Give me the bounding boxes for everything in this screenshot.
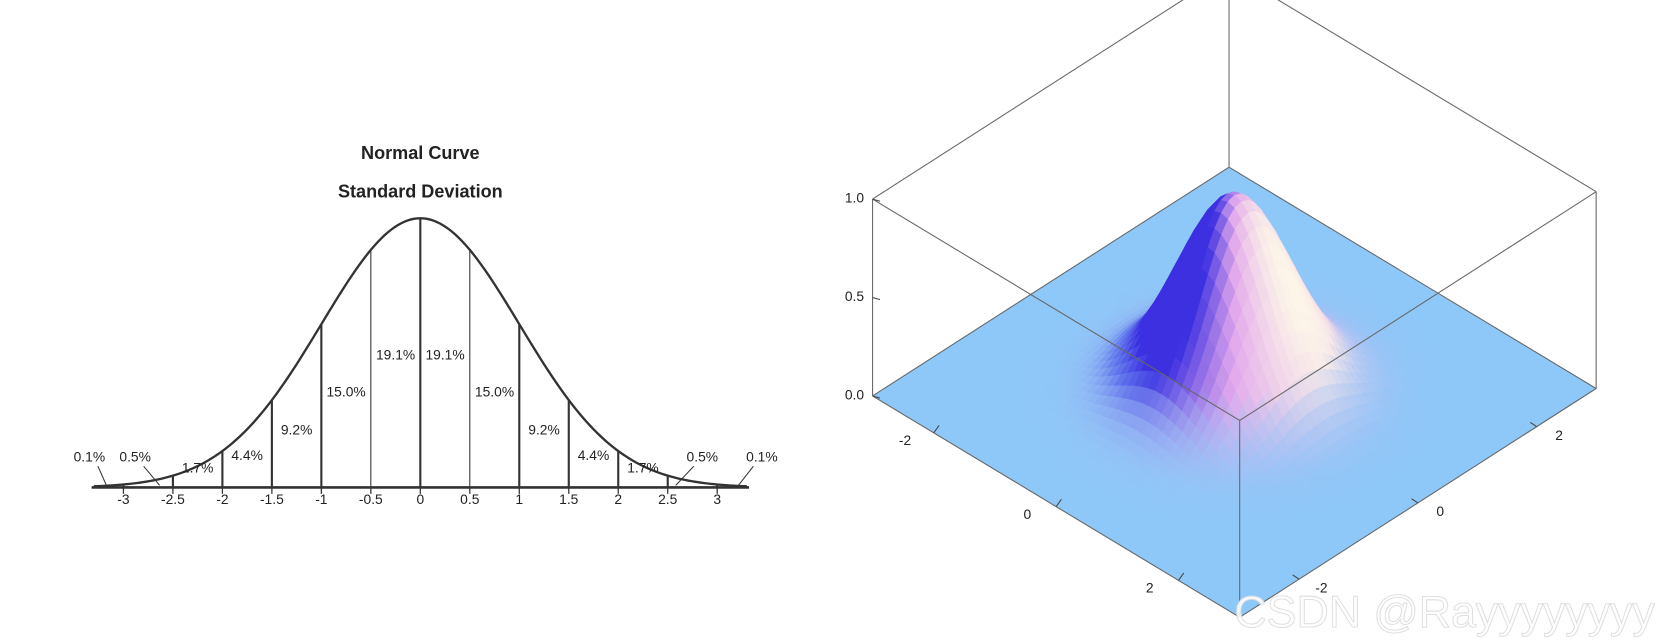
x-tick-label: 1.5 [559, 491, 579, 507]
y-tick-mark [1530, 421, 1538, 428]
segment-label: 4.4% [231, 447, 263, 463]
leader-line [143, 465, 161, 486]
segment-label: 1.7% [627, 459, 659, 475]
x-tick-label: 0 [416, 491, 424, 507]
segment-label: 9.2% [528, 422, 560, 438]
segment-label: 1.7% [182, 459, 214, 475]
x-tick-mark [933, 425, 940, 434]
x-tick-label: -1.5 [260, 491, 284, 507]
x-tick-label: 0.5 [460, 491, 480, 507]
segment-label: 19.1% [425, 347, 464, 363]
x-tick-label: -2 [216, 491, 228, 507]
box-edge [1277, 0, 1597, 193]
surface-chart: 0.0 0.5 1.0 -2 0 2 -2 0 2 [845, 0, 1597, 618]
box-edge [1239, 191, 1597, 421]
x-tick-label: 3 [713, 491, 721, 507]
y-tick-mark [1411, 498, 1419, 504]
x-tick-label: 1 [515, 491, 523, 507]
watermark: CSDN @Rayyyyyyyy [1234, 588, 1655, 637]
segment-area [222, 400, 272, 488]
segment-label: 4.4% [578, 447, 610, 463]
segment-area [271, 324, 322, 488]
leader-line [675, 465, 695, 486]
z-tick-label: 0.5 [845, 288, 865, 304]
z-tick-mark [872, 395, 881, 399]
z-tick-mark [872, 198, 881, 202]
leader-line [97, 465, 107, 486]
x-tick-label: -1 [315, 491, 328, 507]
x-tick-label: -3 [117, 491, 130, 507]
z-tick-label: 1.0 [845, 190, 865, 206]
z-tick-label: 0.0 [845, 387, 865, 403]
surface [871, 166, 1597, 618]
x-tick-label: 2 [1146, 580, 1154, 596]
z-tick-mark [872, 297, 881, 301]
box-edge [872, 166, 1230, 397]
segment-label: 0.1% [746, 448, 778, 464]
y-tick-label: 2 [1555, 427, 1563, 443]
x-tick-label: 2.5 [658, 491, 678, 507]
normal-curve-chart: -3 -2.5 -2 -1.5 -1 -0.5 0 0.5 1 1.5 2 2.5 3 0.1% 0.5% 1… [74, 217, 778, 507]
segment-label: 0.1% [74, 448, 106, 464]
segment-area [321, 249, 371, 488]
segment-area [519, 324, 569, 488]
segment-label: 0.5% [687, 448, 719, 464]
x-tick-label: -2.5 [161, 491, 185, 507]
x-tick-label: 0 [1024, 506, 1032, 522]
y-tick-label: -2 [1315, 579, 1327, 595]
box-edge [872, 0, 1184, 200]
chart-title: Normal Curve [361, 143, 480, 163]
segment-label: 9.2% [281, 422, 313, 438]
y-tick-mark [1292, 574, 1300, 580]
x-tick-mark [1178, 572, 1185, 581]
segment-area [370, 218, 421, 488]
x-tick-label: -2 [899, 432, 911, 448]
box-edge [872, 198, 1240, 421]
x-tick-mark [1055, 498, 1062, 507]
x-tick-label: -0.5 [359, 491, 383, 507]
chart-subtitle: Standard Deviation [338, 181, 503, 201]
segment-area [568, 400, 619, 488]
segment-area [469, 249, 520, 488]
leader-line [738, 465, 754, 486]
segment-label: 0.5% [119, 448, 151, 464]
segment-label: 15.0% [475, 384, 514, 400]
y-tick-label: 0 [1436, 503, 1444, 519]
box-edge [1228, 166, 1597, 389]
x-tick-label: 2 [614, 491, 622, 507]
segment-label: 19.1% [376, 347, 415, 363]
segment-label: 15.0% [326, 384, 365, 400]
segment-area [420, 218, 470, 488]
